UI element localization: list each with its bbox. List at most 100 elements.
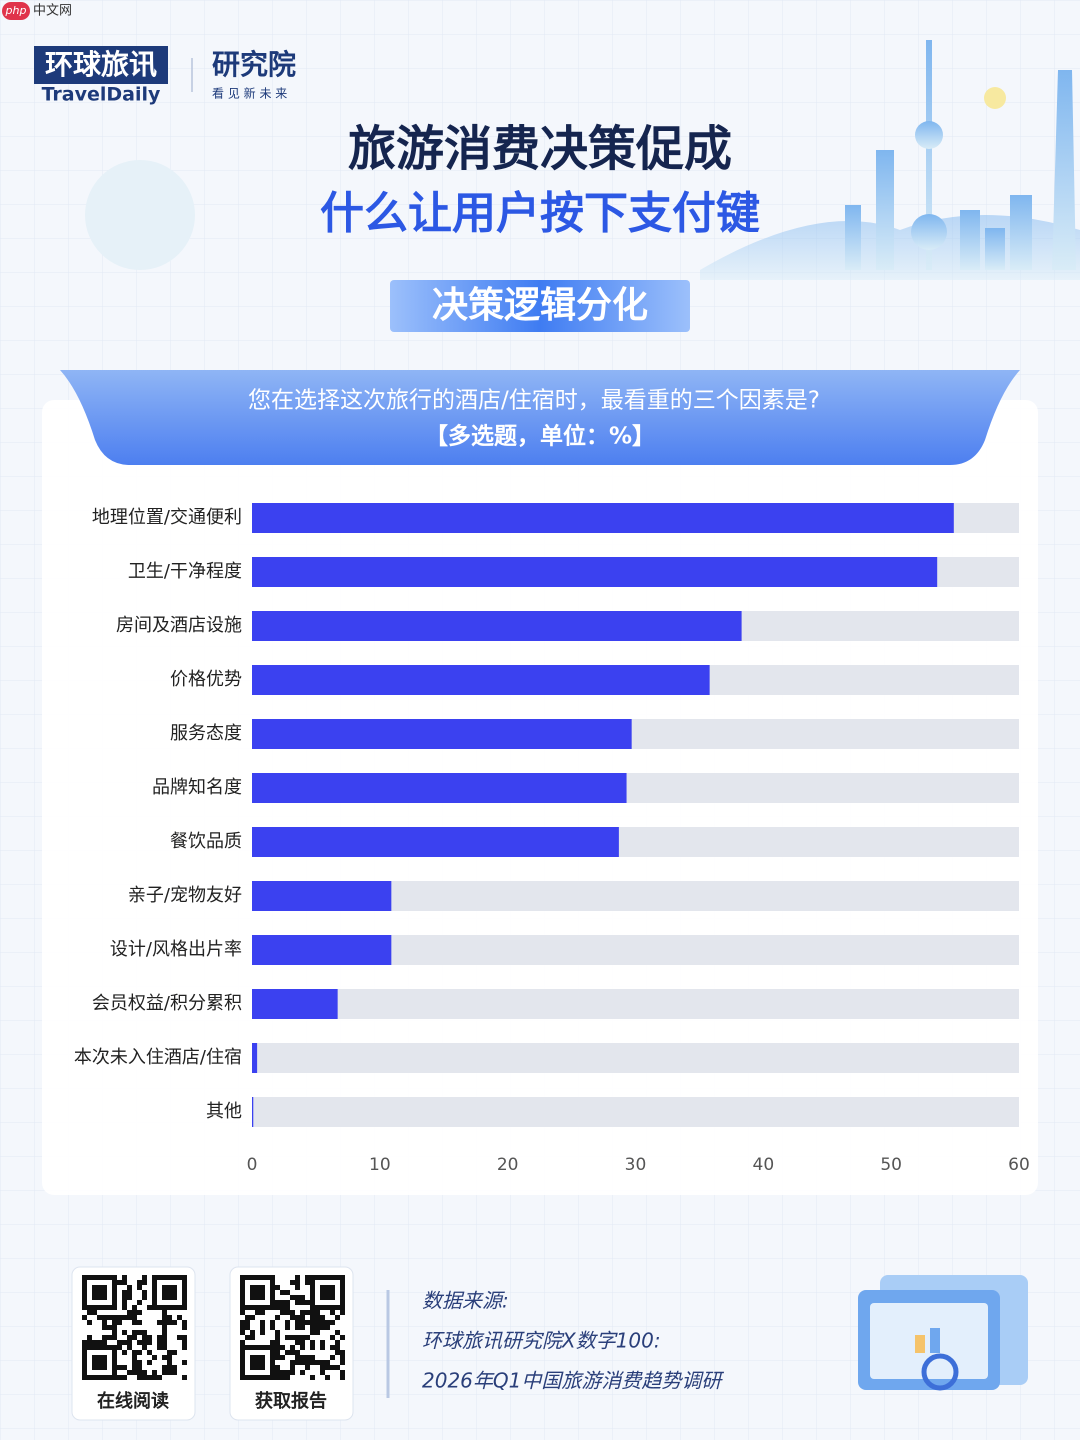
brand-en: TravelDaily [42,84,161,106]
qr-module [270,1300,275,1305]
qr-module [325,1305,330,1310]
qr-module [300,1295,305,1300]
report-illustration [858,1275,1028,1391]
qr-module [285,1305,290,1310]
qr-module [122,1340,127,1345]
qr-module [330,1355,335,1360]
qr-module [102,1355,107,1360]
bar-track [252,989,1019,1019]
qr-module [255,1355,260,1360]
qr-module [107,1375,112,1380]
qr-module [290,1350,295,1355]
qr-module [280,1290,285,1295]
bar [252,503,954,533]
qr-module [182,1305,187,1310]
qr-module [290,1365,295,1370]
institute: 研究院 [212,48,296,81]
qr-module [240,1375,245,1380]
qr-module [295,1320,300,1325]
bar-track [252,1097,1019,1127]
qr-module [127,1295,132,1300]
qr-module [300,1355,305,1360]
qr-module [265,1305,270,1310]
y-tick-label: 房间及酒店设施 [116,615,242,636]
qr-module [310,1345,315,1350]
qr-module [320,1285,325,1290]
qr-module [325,1375,330,1380]
qr-module [280,1345,285,1350]
qr-module [340,1355,345,1360]
qr-module [240,1340,245,1345]
qr-module [97,1315,102,1320]
qr-module [112,1365,117,1370]
qr-module [260,1295,265,1300]
qr-module [295,1340,300,1345]
qr-module [142,1280,147,1285]
qr-module [310,1330,315,1335]
qr-module [310,1295,315,1300]
qr-module [97,1355,102,1360]
qr-module [255,1345,260,1350]
y-tick-label: 服务态度 [170,723,242,744]
qr-module [182,1375,187,1380]
qr-module [320,1320,325,1325]
qr-module [270,1355,275,1360]
qr-module [117,1340,122,1345]
qr-module [260,1365,265,1370]
qr-module [275,1335,280,1340]
qr-module [310,1305,315,1310]
qr-module [270,1275,275,1280]
y-tick-label: 本次未入住酒店/住宿 [74,1047,242,1068]
brand: 环球旅讯 [45,48,157,81]
qr-module [265,1375,270,1380]
qr-module [250,1295,255,1300]
qr-module [102,1295,107,1300]
qr-module [147,1335,152,1340]
qr-module [280,1370,285,1375]
qr-module [102,1290,107,1295]
qr-module [310,1290,315,1295]
qr-module [250,1290,255,1295]
qr-module [270,1375,275,1380]
section-badge [390,280,690,332]
qr-module [325,1275,330,1280]
qr-module [182,1325,187,1330]
qr-module [152,1285,157,1290]
qr-module [340,1290,345,1295]
qr-module [142,1375,147,1380]
qr-module [340,1295,345,1300]
qr-module [132,1330,137,1335]
qr-module [290,1315,295,1320]
qr-module [102,1305,107,1310]
bar [252,935,392,965]
qr-module [250,1275,255,1280]
qr-module [182,1320,187,1325]
qr-module [300,1345,305,1350]
qr-module [107,1275,112,1280]
qr-module [325,1285,330,1290]
qr-module [280,1305,285,1310]
qr-module [290,1360,295,1365]
qr-module [260,1310,265,1315]
qr-module [240,1290,245,1295]
qr-module [117,1365,122,1370]
qr-module [250,1285,255,1290]
qr-module [325,1290,330,1295]
qr-module [82,1280,87,1285]
qr-module [245,1275,250,1280]
qr-module [305,1355,310,1360]
qr-module [270,1350,275,1355]
qr-module [280,1375,285,1380]
qr-module [162,1315,167,1320]
bar [252,665,710,695]
qr-module [275,1285,280,1290]
qr-module [167,1305,172,1310]
qr-module [117,1375,122,1380]
qr-module [142,1340,147,1345]
qr-module [315,1305,320,1310]
qr-module [245,1345,250,1350]
qr-module [290,1295,295,1300]
qr-module [172,1350,177,1355]
qr-module [87,1375,92,1380]
qr-module [87,1310,92,1315]
